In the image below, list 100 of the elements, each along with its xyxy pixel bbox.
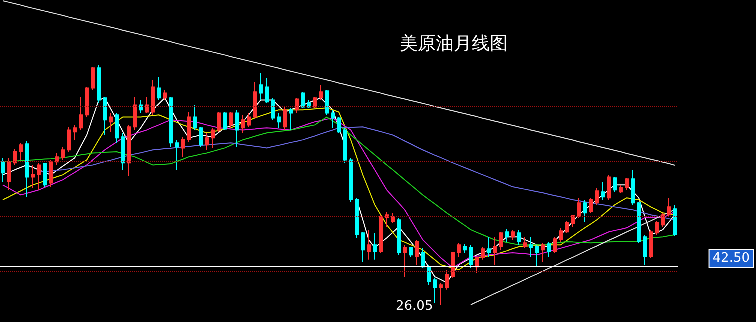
candlestick	[517, 229, 521, 246]
candlestick	[583, 199, 587, 223]
candlestick	[529, 236, 533, 258]
candlestick	[73, 124, 77, 141]
candlestick	[475, 256, 479, 274]
candlestick	[91, 66, 95, 91]
candlestick	[151, 80, 155, 116]
candlestick	[235, 110, 239, 148]
candlestick	[85, 86, 89, 118]
candlestick	[289, 108, 293, 131]
candlestick	[67, 126, 71, 153]
candlestick	[433, 277, 437, 304]
candlestick	[43, 162, 47, 188]
candlestick	[595, 188, 599, 206]
candlestick	[499, 232, 503, 251]
candlestick	[415, 240, 419, 266]
candlestick	[55, 152, 59, 166]
candlestick	[613, 176, 617, 193]
candlestick	[229, 112, 233, 129]
candlestick	[469, 244, 473, 269]
candlestick	[487, 236, 491, 258]
candlestick	[19, 142, 23, 161]
candlestick	[619, 184, 623, 194]
candlestick	[439, 282, 443, 306]
candlestick	[241, 114, 245, 134]
candlestick	[61, 146, 65, 161]
candlestick	[139, 100, 143, 114]
candlestick	[649, 229, 653, 259]
annotation: 26.05	[396, 299, 434, 314]
candlestick	[205, 132, 209, 151]
candlestick	[181, 136, 185, 158]
candlestick	[457, 242, 461, 258]
candlestick	[427, 264, 431, 286]
candlestick	[313, 96, 317, 109]
candlestick	[445, 269, 449, 290]
candlestick	[505, 228, 509, 242]
candlestick	[607, 174, 611, 200]
candlestick	[121, 132, 125, 171]
candlestick	[217, 112, 221, 133]
candlestick	[367, 229, 371, 260]
candlestick	[523, 236, 527, 248]
candlestick	[667, 198, 671, 218]
candlestick	[655, 220, 659, 236]
candlestick	[31, 164, 35, 189]
candlestick	[565, 220, 569, 234]
text: 42.50	[712, 251, 750, 266]
candlestick	[355, 198, 359, 239]
candlestick	[169, 96, 173, 148]
candlestick	[547, 241, 551, 258]
candlestick	[79, 96, 83, 131]
candlestick	[115, 112, 119, 144]
candlestick	[403, 244, 407, 278]
candlestick	[379, 214, 383, 254]
candlestick	[271, 98, 275, 121]
candlestick	[361, 232, 365, 263]
candlestick	[481, 246, 485, 260]
candlestick	[553, 236, 557, 254]
candlestick	[253, 82, 257, 119]
candlestick	[631, 170, 635, 206]
candlestick	[193, 104, 197, 131]
candlestick	[637, 202, 641, 244]
candlestick	[559, 228, 563, 242]
candlestick	[13, 148, 17, 166]
candlestick	[103, 96, 107, 136]
candlestick	[127, 124, 131, 177]
candlestick	[259, 72, 263, 101]
candlestick	[175, 140, 179, 171]
candlestick	[511, 229, 515, 241]
candlestick	[145, 96, 149, 114]
candlestick	[37, 162, 41, 191]
candlestick	[7, 158, 11, 191]
candlestick	[343, 128, 347, 164]
candlestick	[295, 98, 299, 114]
candlestick	[643, 234, 647, 266]
candlestick	[49, 160, 53, 188]
candlestick	[577, 198, 581, 218]
candlestick	[25, 140, 29, 198]
candlestick	[133, 96, 137, 131]
candlestick	[301, 92, 305, 109]
candlestick	[349, 158, 353, 203]
candlestick	[463, 244, 467, 254]
candlestick	[589, 198, 593, 214]
candlestick	[451, 252, 455, 278]
candlestick	[385, 211, 389, 228]
candlestick	[673, 204, 677, 236]
chart-title: 美原油月线图	[400, 34, 508, 54]
candlestick	[409, 246, 413, 258]
candlestick	[571, 214, 575, 228]
candlestick	[97, 64, 101, 104]
candlestick	[319, 84, 323, 101]
candlestick	[535, 244, 539, 268]
candlestick	[283, 106, 287, 131]
candlestick	[265, 78, 269, 104]
candlestick	[541, 242, 545, 263]
candlestick	[373, 232, 377, 260]
candlestick	[247, 112, 251, 128]
candlestick	[397, 217, 401, 256]
candlestick	[1, 158, 5, 183]
candlestick	[187, 112, 191, 143]
candlestick	[325, 90, 329, 116]
